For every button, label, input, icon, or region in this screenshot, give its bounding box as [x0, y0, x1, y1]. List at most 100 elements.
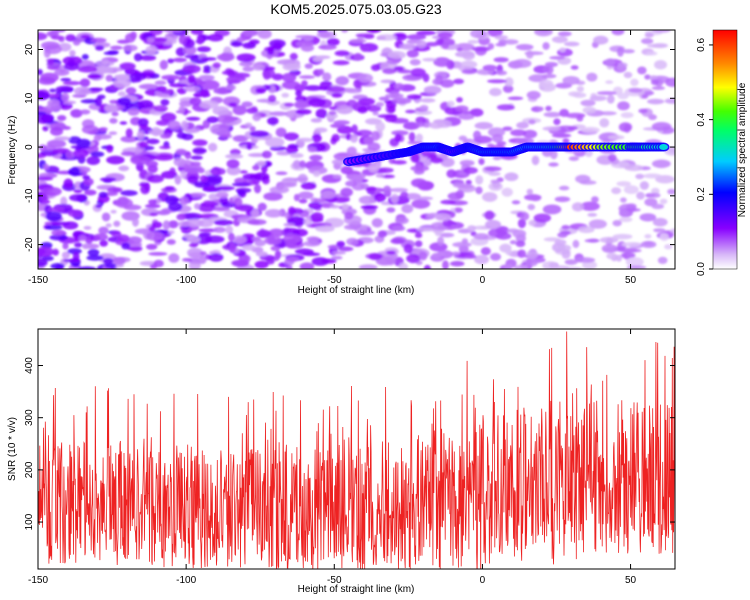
- noise-blob: [644, 74, 651, 80]
- noise-blob: [242, 66, 255, 72]
- noise-blob: [335, 75, 350, 86]
- noise-blob: [262, 68, 276, 79]
- noise-blob: [50, 263, 65, 269]
- noise-blob: [429, 242, 448, 252]
- noise-blob: [562, 75, 580, 85]
- noise-blob: [198, 228, 218, 233]
- noise-blob: [199, 251, 207, 256]
- noise-blob: [95, 65, 114, 74]
- noise-blob: [370, 30, 379, 33]
- noise-blob: [119, 121, 128, 125]
- noise-blob: [618, 122, 633, 132]
- noise-blob: [390, 193, 399, 204]
- noise-blob: [112, 256, 126, 266]
- noise-blob: [626, 265, 647, 269]
- noise-blob: [441, 41, 450, 50]
- snr-y-axis-label: SNR (10 * v/v): [7, 417, 18, 481]
- noise-blob: [182, 234, 195, 239]
- noise-blob: [626, 203, 637, 210]
- noise-blob: [136, 130, 145, 140]
- noise-blob: [643, 173, 662, 179]
- noise-blob: [529, 195, 542, 202]
- heatmap-y-tick-label: 20: [24, 44, 35, 56]
- noise-blob: [215, 185, 235, 191]
- noise-blob: [487, 79, 507, 84]
- noise-blob: [79, 109, 91, 115]
- noise-blob: [73, 189, 83, 194]
- noise-blob: [344, 224, 361, 230]
- noise-blob: [346, 237, 359, 246]
- noise-blob: [40, 113, 55, 124]
- noise-blob: [247, 219, 267, 226]
- noise-blob: [42, 163, 50, 170]
- noise-blob: [360, 205, 378, 210]
- noise-blob: [286, 256, 299, 263]
- noise-blob: [606, 252, 618, 260]
- noise-blob: [545, 105, 552, 112]
- noise-blob: [190, 161, 201, 167]
- noise-blob: [356, 230, 375, 236]
- noise-blob: [298, 75, 316, 79]
- noise-blob: [99, 240, 108, 247]
- noise-blob: [145, 45, 158, 55]
- noise-blob: [415, 116, 426, 124]
- snr-frame: [37, 328, 676, 570]
- noise-blob: [551, 265, 570, 269]
- noise-blob: [153, 105, 168, 112]
- noise-blob: [181, 120, 189, 131]
- noise-blob: [203, 174, 223, 183]
- noise-blob: [541, 73, 557, 79]
- noise-blob: [117, 91, 126, 97]
- noise-blob: [161, 74, 181, 81]
- noise-blob: [419, 98, 436, 103]
- noise-blob: [251, 64, 266, 71]
- noise-blob: [129, 72, 147, 81]
- noise-blob: [410, 152, 421, 163]
- noise-blob: [294, 100, 308, 110]
- noise-blob: [79, 78, 91, 88]
- noise-blob: [86, 255, 104, 261]
- noise-blob: [346, 173, 363, 181]
- noise-blob: [99, 177, 117, 182]
- noise-blob: [117, 234, 130, 242]
- noise-blob: [365, 186, 377, 192]
- noise-blob: [506, 228, 519, 234]
- noise-blob: [630, 78, 639, 87]
- noise-blob: [54, 69, 70, 76]
- noise-blob: [307, 146, 317, 153]
- noise-blob: [298, 198, 308, 204]
- noise-blob: [412, 45, 431, 52]
- noise-blob: [474, 122, 493, 130]
- noise-blob: [101, 212, 111, 222]
- noise-blob: [242, 244, 256, 251]
- noise-blob: [620, 252, 636, 259]
- noise-blob: [501, 187, 513, 197]
- noise-blob: [200, 57, 217, 61]
- noise-blob: [38, 91, 50, 101]
- noise-blob: [151, 221, 163, 229]
- noise-blob: [550, 149, 558, 160]
- noise-blob: [160, 99, 170, 106]
- noise-blob: [300, 44, 315, 52]
- noise-blob: [604, 58, 616, 66]
- noise-blob: [239, 61, 253, 67]
- noise-blob: [81, 54, 89, 60]
- noise-blob: [295, 95, 307, 103]
- noise-blob: [90, 37, 107, 43]
- noise-blob: [42, 125, 49, 132]
- noise-blob: [83, 177, 94, 186]
- noise-blob: [637, 66, 647, 75]
- noise-blob: [227, 68, 235, 79]
- noise-blob: [527, 204, 536, 211]
- noise-blob: [196, 46, 212, 53]
- noise-blob: [502, 84, 514, 93]
- noise-blob: [651, 86, 665, 91]
- noise-blob: [612, 219, 622, 227]
- noise-blob: [337, 125, 353, 135]
- noise-blob: [522, 129, 538, 139]
- noise-blob: [458, 114, 475, 120]
- noise-blob: [50, 221, 71, 226]
- noise-blob: [351, 124, 358, 134]
- noise-blob: [349, 38, 367, 43]
- noise-blob: [257, 202, 267, 211]
